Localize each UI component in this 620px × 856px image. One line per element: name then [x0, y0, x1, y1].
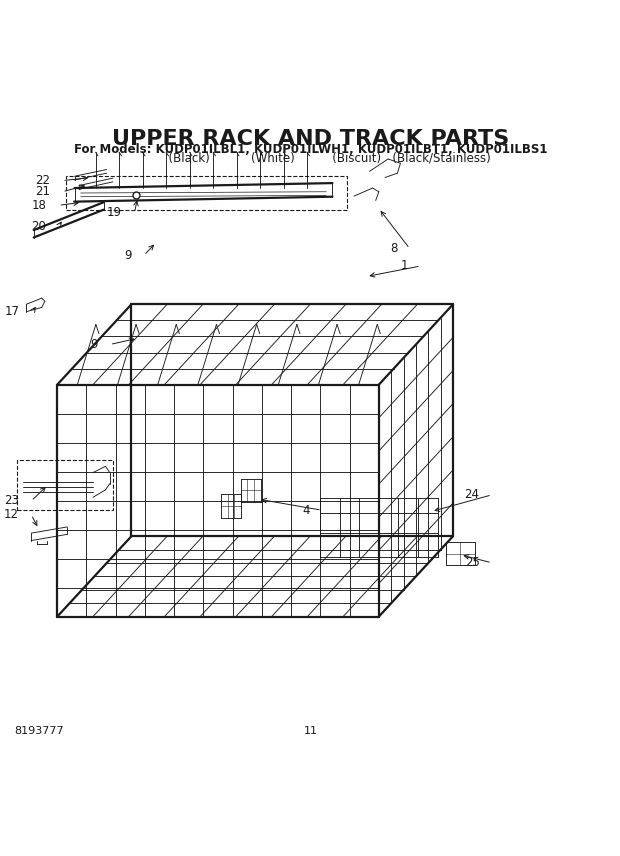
Text: For Models: KUDP01ILBL1, KUDP01ILWH1, KUDP01ILBT1, KUDP01ILBS1: For Models: KUDP01ILBL1, KUDP01ILWH1, KU…: [74, 143, 547, 156]
Text: 8: 8: [390, 242, 397, 255]
Text: 17: 17: [5, 306, 20, 318]
Text: 20: 20: [31, 220, 46, 233]
Text: 23: 23: [4, 495, 19, 508]
Text: 8193777: 8193777: [14, 726, 63, 736]
Text: 24: 24: [464, 488, 480, 502]
Text: 19: 19: [107, 206, 122, 219]
Text: 22: 22: [35, 174, 50, 187]
Text: 9: 9: [124, 249, 131, 262]
Text: 9: 9: [90, 338, 97, 351]
Text: 12: 12: [4, 508, 19, 521]
Text: 21: 21: [35, 185, 50, 199]
Text: 4: 4: [302, 503, 309, 517]
Text: 25: 25: [465, 556, 480, 569]
Text: UPPER RACK AND TRACK PARTS: UPPER RACK AND TRACK PARTS: [112, 129, 510, 149]
Text: (Black)           (White)          (Biscuit)   (Black/Stainless): (Black) (White) (Biscuit) (Black/Stainle…: [131, 152, 490, 164]
Text: 11: 11: [304, 726, 318, 736]
Text: 18: 18: [31, 199, 46, 211]
Text: 1: 1: [401, 259, 409, 272]
